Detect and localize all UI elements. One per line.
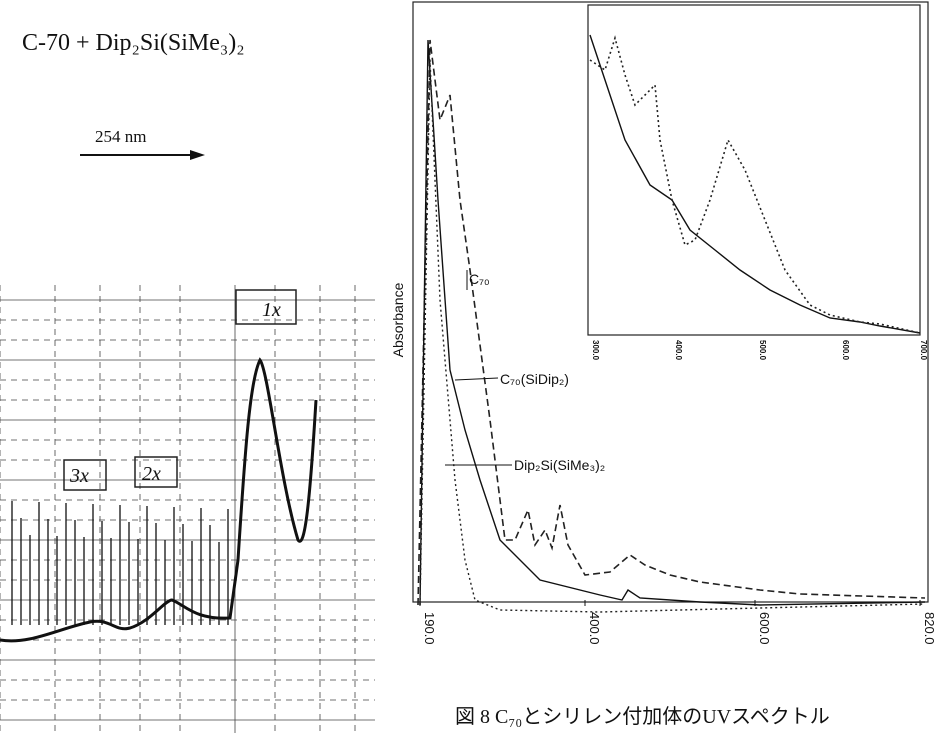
inset-ticks: 300.0 400.0 500.0 600.0 700.0 — [591, 340, 928, 361]
y-axis-label: Absorbance — [390, 282, 406, 357]
curve-label: Dip₂Si(SiMe₃)₂ — [514, 457, 605, 473]
inset-curve-solid — [589, 34, 921, 334]
inset-curve-dotted — [589, 35, 921, 334]
curve-c70 — [417, 39, 926, 606]
caption: 図 8 C₇₀とシリレン付加体のUVスペクトル — [455, 705, 830, 728]
label-box — [63, 459, 107, 491]
reaction-equation: C-70 + Dip₂Si(SiMe₃)₂ — [22, 30, 245, 56]
inset-tick-label: 500.0 — [758, 340, 767, 361]
trace-curve — [0, 357, 318, 643]
x-tick-label: 190.0 — [422, 612, 437, 645]
inset-frame — [587, 4, 921, 336]
inset-tick-label: 400.0 — [674, 340, 683, 361]
recorder-paper — [0, 285, 375, 733]
trace-label: 1x — [262, 299, 281, 321]
trace-label: 2x — [142, 463, 161, 485]
inset-tick-label: 700.0 — [919, 340, 928, 361]
inset-tick-label: 600.0 — [841, 340, 850, 361]
curve-c70-sidip2 — [419, 39, 926, 606]
leader — [454, 377, 499, 381]
plot-frame — [412, 1, 929, 603]
label-box — [235, 289, 297, 325]
x-tick-label: 400.0 — [587, 612, 602, 645]
curve-label: C₇₀ — [469, 271, 490, 287]
x-tick-label: 820.0 — [922, 612, 937, 645]
arrowhead — [190, 150, 205, 160]
trace-label: 3x — [69, 465, 89, 487]
x-tick-label: 600.0 — [757, 612, 772, 645]
curve-label: C₇₀(SiDip₂) — [500, 371, 569, 387]
x-ticks: 190.0 400.0 600.0 820.0 — [419, 600, 937, 645]
reaction-condition: 254 nm — [95, 127, 146, 146]
curve-dip2si — [419, 59, 926, 613]
label-box — [134, 456, 178, 488]
inset-tick-label: 300.0 — [591, 340, 600, 361]
